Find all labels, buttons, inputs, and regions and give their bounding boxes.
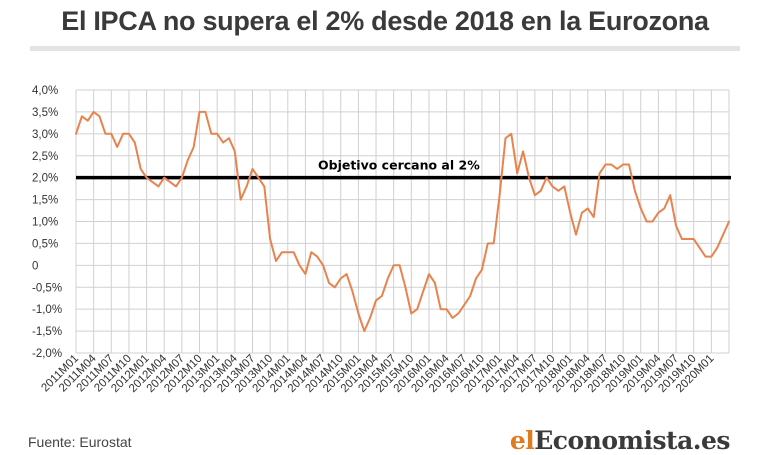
brand-logo-name: Economista.es: [534, 426, 730, 455]
y-tick-label: 1,0%: [32, 217, 58, 229]
target-group: Objetivo cercano al 2%: [76, 158, 731, 180]
y-tick-label: -1,5%: [32, 326, 62, 338]
x-axis-labels: 2011M012011M042011M072011M102012M012012M…: [39, 352, 716, 395]
y-tick-label: -2,0%: [32, 348, 62, 360]
y-tick-label: 0,5%: [32, 238, 58, 250]
y-tick-label: 2,5%: [32, 151, 58, 163]
chart-title: El IPCA no supera el 2% desde 2018 en la…: [61, 6, 709, 36]
target-annotation: Objetivo cercano al 2%: [318, 158, 480, 173]
y-tick-label: 3,0%: [32, 129, 58, 141]
brand-logo: elEconomista.es: [509, 426, 731, 455]
y-tick-label: 4,0%: [32, 85, 58, 97]
series-group: [75, 110, 730, 333]
y-tick-label: -0,5%: [32, 282, 62, 294]
source-note: Fuente: Eurostat: [28, 434, 132, 450]
y-tick-label: 2,0%: [32, 173, 58, 185]
title-divider: [30, 46, 740, 51]
y-tick-label: 1,5%: [32, 195, 58, 207]
y-axis-labels: 4,0% 3,5% 3,0% 2,5% 2,0% 1,5% 1,0% 0,5% 0 -0,5% -1…: [32, 85, 62, 360]
y-tick-label: 3,5%: [32, 107, 58, 119]
brand-logo-el: el: [509, 426, 535, 455]
grid-lines: [75, 89, 730, 354]
y-tick-label: -1,0%: [32, 304, 62, 316]
y-tick-label: 0: [32, 260, 38, 272]
ipca-series-line: [75, 110, 730, 333]
